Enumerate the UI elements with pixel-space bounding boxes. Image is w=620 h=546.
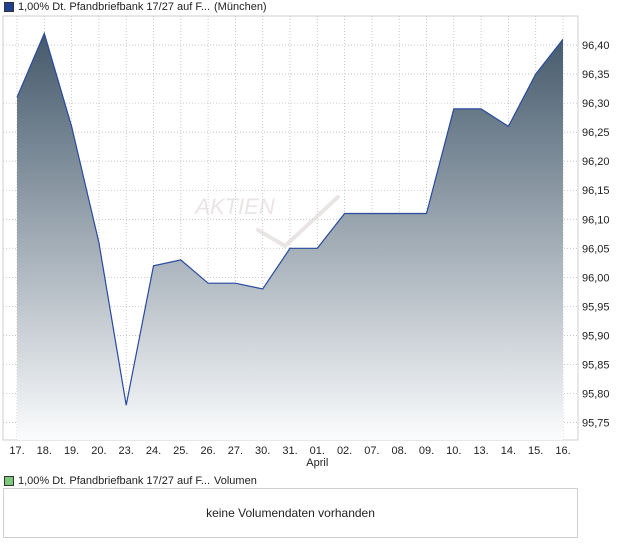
x-tick-label: 14. <box>501 445 516 457</box>
x-tick-label: 16. <box>555 445 570 457</box>
volume-legend: 1,00% Dt. Pfandbriefbank 17/27 auf F... … <box>4 474 257 488</box>
x-tick-label: 13. <box>473 445 488 457</box>
y-axis: 95,75 95,80 95,85 95,90 95,95 96,00 96,05 96,10… <box>582 40 610 430</box>
volume-empty-message: keine Volumendaten vorhanden <box>206 506 375 520</box>
y-tick-label: 96,00 <box>582 272 610 284</box>
x-tick-label: 27. <box>228 445 243 457</box>
y-tick-label: 95,80 <box>582 389 610 401</box>
x-tick-label: 02. <box>337 445 352 457</box>
y-tick-label: 96,15 <box>582 185 610 197</box>
y-tick-label: 96,20 <box>582 156 610 168</box>
x-tick-label: 25. <box>173 445 188 457</box>
x-tick-label: 15. <box>528 445 543 457</box>
watermark-logo: AKTIEN <box>193 194 275 219</box>
x-tick-label: 01. <box>310 445 325 457</box>
price-legend: 1,00% Dt. Pfandbriefbank 17/27 auf F... … <box>4 0 267 14</box>
y-tick-label: 96,05 <box>582 243 610 255</box>
volume-label: Volumen <box>214 475 257 487</box>
x-tick-label: 18. <box>37 445 52 457</box>
exchange-label: (München) <box>214 1 267 13</box>
x-tick-label: 30. <box>255 445 270 457</box>
y-tick-label: 95,90 <box>582 330 610 342</box>
volume-series-swatch <box>4 476 14 486</box>
x-tick-label: 20. <box>91 445 106 457</box>
x-tick-label: 09. <box>419 445 434 457</box>
x-tick-label: 23. <box>119 445 134 457</box>
y-tick-label: 96,25 <box>582 127 610 139</box>
price-series-name: 1,00% Dt. Pfandbriefbank 17/27 auf F... <box>18 1 211 13</box>
watermark-check-icon <box>256 195 340 249</box>
volume-panel: keine Volumendaten vorhanden <box>3 488 578 538</box>
x-tick-label: 17. <box>9 445 24 457</box>
x-axis: 17. 18. 19. 20. 23. 24. 25. 26. 27. 30. 31. 01.Apri… <box>9 445 570 469</box>
x-month-label: April <box>306 457 328 469</box>
price-chart: AKTIEN 95,75 95,80 95,85 95,90 95,95 96,00 96,… <box>2 15 610 469</box>
x-tick-label: 07. <box>364 445 379 457</box>
y-tick-label: 96,40 <box>582 40 610 52</box>
x-tick-label: 10. <box>446 445 461 457</box>
x-tick-label: 08. <box>392 445 407 457</box>
y-tick-label: 96,35 <box>582 69 610 81</box>
volume-series-name: 1,00% Dt. Pfandbriefbank 17/27 auf F... <box>18 475 211 487</box>
price-line <box>16 31 564 406</box>
y-tick-label: 95,75 <box>582 418 610 430</box>
y-tick-label: 95,95 <box>582 301 610 313</box>
x-tick-label: 19. <box>64 445 79 457</box>
y-tick-label: 96,10 <box>582 214 610 226</box>
y-tick-label: 96,30 <box>582 98 610 110</box>
y-tick-label: 95,85 <box>582 359 610 371</box>
price-area <box>17 33 563 441</box>
x-tick-label: 24. <box>146 445 161 457</box>
x-tick-label: 26. <box>200 445 215 457</box>
x-tick-label: 31. <box>282 445 297 457</box>
price-series-swatch <box>4 2 14 12</box>
